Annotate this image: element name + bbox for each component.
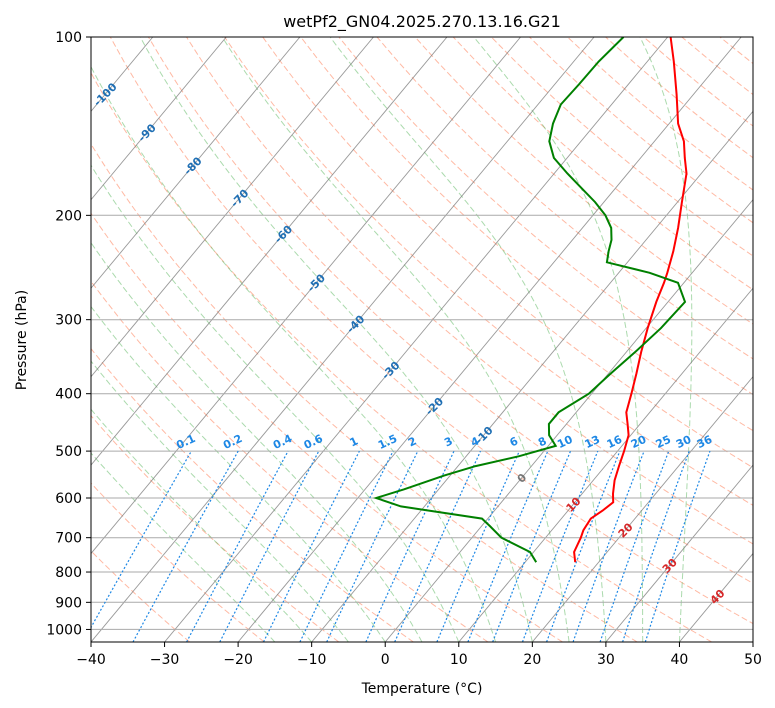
isotherm <box>164 37 669 642</box>
mixing-ratio-line <box>467 450 549 642</box>
x-tick-label: 0 <box>381 652 390 668</box>
dewpoint-profile <box>372 37 687 563</box>
isotherm <box>91 37 521 555</box>
mixing-ratio-line <box>572 450 645 642</box>
mixing-ratio-line <box>521 450 599 642</box>
y-axis-title: Pressure (hPa) <box>14 290 30 390</box>
data-series <box>372 37 688 563</box>
mixing-ratio-label: 13 <box>583 433 602 451</box>
dry-adiabat <box>91 482 265 642</box>
y-tick-label: 600 <box>55 491 82 507</box>
x-tick-label: −10 <box>297 652 327 668</box>
dry-adiabat <box>186 37 753 545</box>
dry-adiabat <box>91 212 563 642</box>
moist-adiabat <box>91 452 276 642</box>
mixing-ratio-line <box>599 450 670 642</box>
mixing-ratio-label: 16 <box>605 433 625 451</box>
mixing-ratio-line <box>546 450 621 642</box>
mixing-ratio-line <box>436 450 520 642</box>
x-tick-label: 10 <box>450 652 468 668</box>
moist-adiabat <box>473 37 644 642</box>
dry-adiabat <box>224 37 753 506</box>
dry-adiabat <box>338 37 753 396</box>
mixing-ratio-label: 20 <box>629 433 649 451</box>
dry-adiabat <box>262 37 753 469</box>
x-tick-label: 40 <box>671 652 689 668</box>
isotherm <box>384 199 753 642</box>
x-tick-label: 50 <box>744 652 762 668</box>
mixing-ratio-line <box>365 450 455 642</box>
mixing-ratio-line <box>326 450 419 642</box>
mixing-ratio-line <box>394 450 482 642</box>
mixing-ratio-line <box>132 450 239 642</box>
y-tick-label: 100 <box>55 30 82 46</box>
isotherm <box>91 37 448 466</box>
y-tick-label: 300 <box>55 313 82 329</box>
background-lines <box>91 37 753 642</box>
mixing-ratio-line <box>262 450 360 642</box>
mixing-ratio-line <box>299 450 394 642</box>
dry-adiabat <box>147 37 753 584</box>
mixing-ratio-line <box>644 450 711 642</box>
moist-adiabat <box>91 65 497 642</box>
plot-frame <box>90 36 754 643</box>
chart-title: wetPf2_GN04.2025.270.13.16.G21 <box>283 12 561 32</box>
isotherm <box>91 37 227 201</box>
x-axis: −40 −30 −20 −10 0 10 20 30 40 50 <box>76 642 762 668</box>
dry-adiabat <box>91 415 340 642</box>
y-tick-label: 700 <box>55 531 82 547</box>
isotherm <box>237 37 742 642</box>
mixing-ratio-label: 30 <box>674 433 694 451</box>
moist-adiabat <box>329 37 607 642</box>
moist-adiabat <box>639 37 693 642</box>
isotherm <box>605 464 753 642</box>
temperature-profile <box>573 37 688 563</box>
moist-adiabat <box>91 241 423 642</box>
y-tick-label: 500 <box>55 444 82 460</box>
mixing-ratio-line <box>186 450 289 642</box>
dry-adiabat <box>91 71 713 642</box>
x-tick-label: −40 <box>76 652 106 668</box>
mixing-ratio-label: 10 <box>555 433 575 451</box>
moist-adiabat <box>221 37 570 642</box>
moist-adiabat <box>91 360 349 642</box>
x-tick-label: 20 <box>523 652 541 668</box>
moist-adiabat <box>139 37 533 642</box>
isotherm <box>311 110 753 642</box>
x-tick-label: −20 <box>223 652 253 668</box>
isotherm <box>458 287 753 642</box>
mixing-ratio-line <box>492 450 572 642</box>
moist-adiabat <box>91 164 460 642</box>
isotherm <box>91 37 595 642</box>
y-tick-label: 900 <box>55 595 82 611</box>
x-axis-title: Temperature (°C) <box>361 681 483 697</box>
y-tick-label: 200 <box>55 208 82 224</box>
dry-adiabat <box>452 37 753 291</box>
dry-adiabat <box>109 37 753 625</box>
mixing-ratio-label: 36 <box>695 433 715 451</box>
y-axis: 100 200 300 400 500 600 700 800 900 1000 <box>46 30 91 638</box>
mixing-ratio-line <box>91 450 192 629</box>
isotherm <box>531 375 753 642</box>
mixing-ratio-label: 25 <box>654 433 673 451</box>
x-tick-label: −30 <box>150 652 180 668</box>
dry-adiabat <box>91 280 489 642</box>
dry-adiabat <box>91 143 638 642</box>
mixing-ratio-line <box>622 450 690 642</box>
y-tick-label: 400 <box>55 387 82 403</box>
y-tick-label: 800 <box>55 565 82 581</box>
isotherm <box>91 37 301 289</box>
dry-adiabat <box>91 550 191 642</box>
y-tick-label: 1000 <box>46 622 82 638</box>
x-tick-label: 30 <box>597 652 615 668</box>
isotherm <box>91 37 374 378</box>
dry-adiabat <box>376 37 753 360</box>
